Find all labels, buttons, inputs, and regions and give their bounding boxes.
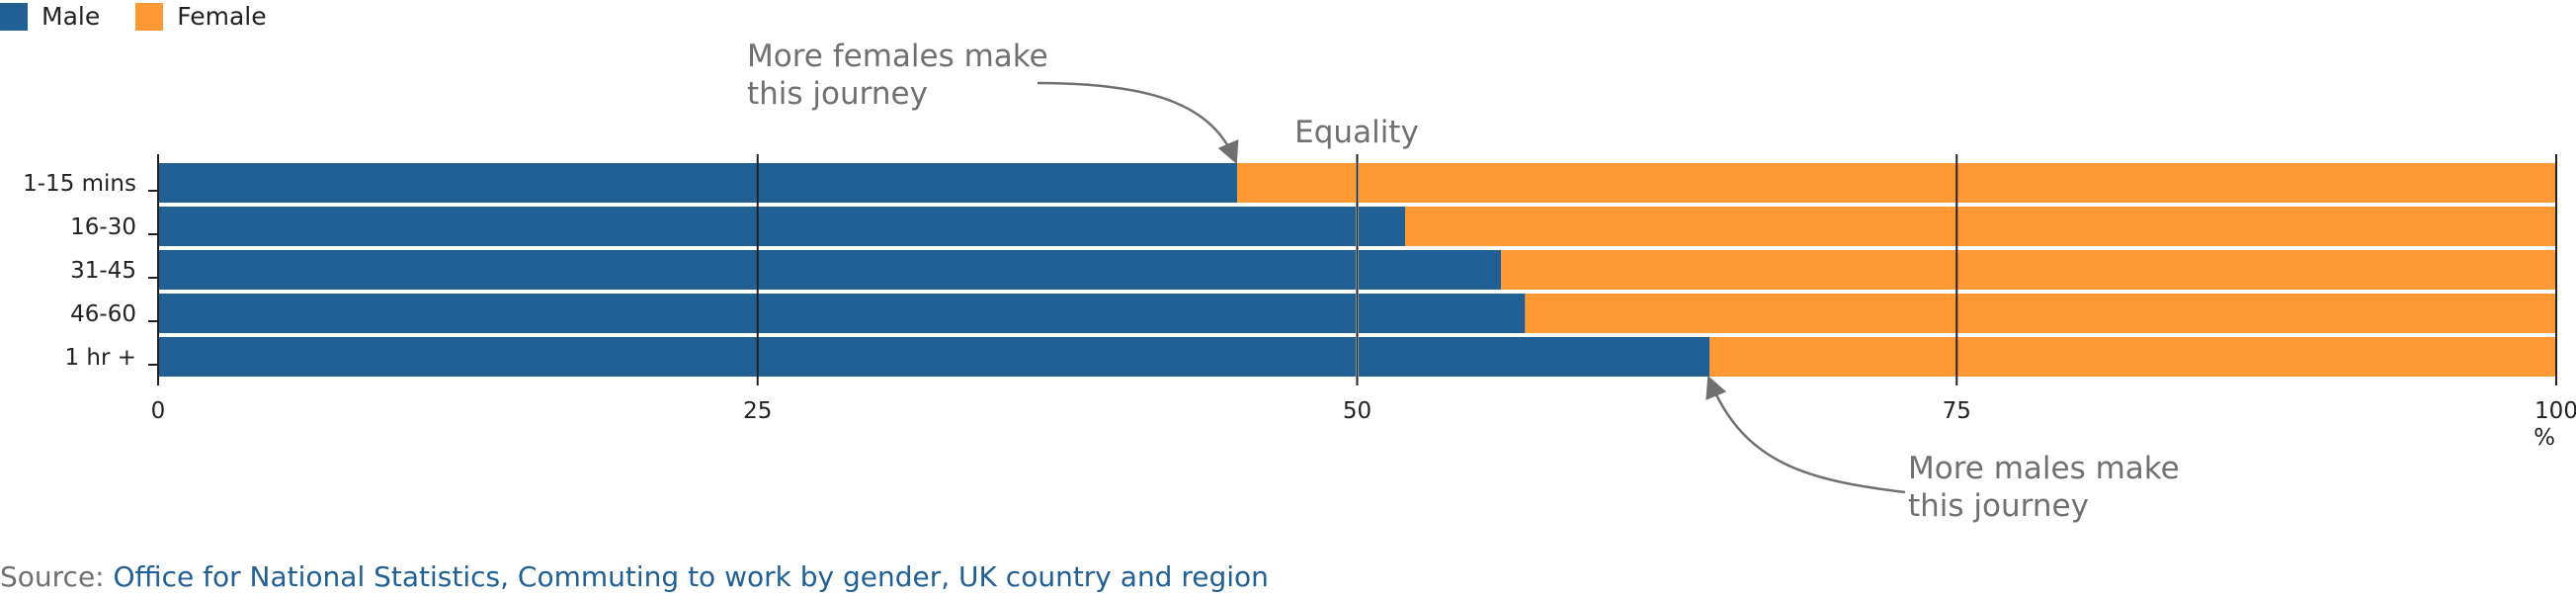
- x-tick-label: 100: [2534, 398, 2576, 424]
- equality-label: Equality: [1294, 115, 1419, 150]
- bar-male: [158, 337, 1710, 377]
- legend: Male Female: [0, 2, 302, 31]
- legend-item-female: Female: [135, 2, 267, 31]
- source-prefix: Source:: [0, 560, 114, 593]
- y-tick-label: 1 hr +: [64, 345, 136, 371]
- x-axis-unit: %: [2534, 425, 2555, 451]
- females-annotation-line2: this journey: [747, 76, 928, 112]
- x-tick-label: 50: [1343, 398, 1371, 424]
- source-note: Source: Office for National Statistics, …: [0, 560, 1269, 593]
- x-axis: 0 25 50 75 100%: [151, 154, 2576, 451]
- bar-female: [1405, 207, 2556, 246]
- legend-swatch-female: [135, 2, 164, 31]
- x-tick-label: 25: [743, 398, 772, 424]
- y-axis: 1-15 mins 16-30 31-45 46-60 1 hr +: [23, 171, 158, 371]
- x-tick-label: 75: [1943, 398, 1971, 424]
- y-tick-label: 16-30: [70, 214, 136, 240]
- bars-layer: [158, 154, 2556, 379]
- females-annotation-line1: More females make: [747, 39, 1048, 74]
- bar-female: [1501, 250, 2556, 290]
- legend-item-male: Male: [0, 2, 100, 31]
- x-tick-label: 0: [151, 398, 166, 424]
- bar-male: [158, 250, 1502, 290]
- bar-male: [158, 163, 1238, 203]
- stacked-bar-chart: 0 25 50 75 100% 1-15 mins 16-30 31-45 46-60 1 hr…: [23, 39, 2576, 524]
- y-tick-label: 31-45: [70, 258, 136, 284]
- source-link[interactable]: Office for National Statistics, Commutin…: [113, 560, 1269, 593]
- legend-label-female: Female: [177, 2, 267, 31]
- bar-female: [1525, 294, 2556, 333]
- males-annotation-arrow: [1705, 375, 1906, 494]
- y-tick-label: 1-15 mins: [23, 171, 136, 197]
- bar-male: [158, 207, 1406, 246]
- bar-female: [1709, 337, 2556, 377]
- legend-swatch-male: [0, 2, 28, 31]
- legend-label-male: Male: [42, 2, 101, 31]
- bar-female: [1237, 163, 2556, 203]
- males-annotation-line1: More males make: [1908, 451, 2180, 486]
- y-tick-label: 46-60: [70, 301, 136, 327]
- males-annotation-line2: this journey: [1908, 488, 2089, 524]
- females-annotation-arrow: [1037, 81, 1239, 165]
- bar-male: [158, 294, 1526, 333]
